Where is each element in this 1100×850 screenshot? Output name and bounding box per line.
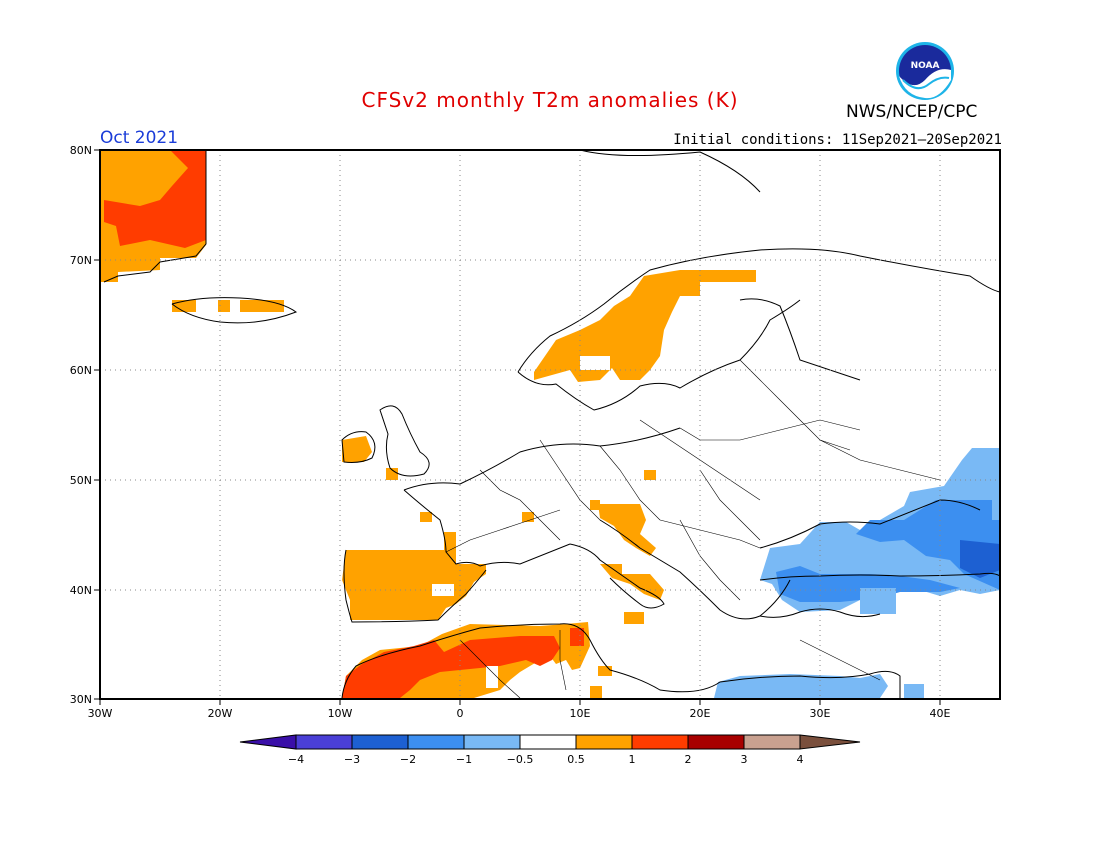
legend-swatch — [407, 734, 465, 750]
legend-swatch — [575, 734, 633, 750]
legend-label: −3 — [344, 753, 360, 766]
logo-text: NOAA — [911, 61, 940, 71]
lat-tick-label: 70N — [70, 254, 92, 267]
legend-label: 3 — [741, 753, 748, 766]
legend-swatch — [631, 734, 689, 750]
noaa-logo-icon: NOAA — [896, 42, 954, 100]
greenland-hot-area — [104, 150, 206, 248]
legend-label: 1 — [629, 753, 636, 766]
graticule — [100, 150, 1000, 699]
agency-label: NWS/NCEP/CPC — [846, 102, 978, 122]
ireland-warm-area — [342, 436, 372, 462]
lat-tick-label: 40N — [70, 584, 92, 597]
lat-tick-label: 50N — [70, 474, 92, 487]
map-background — [100, 150, 1000, 699]
legend-label: −1 — [456, 753, 472, 766]
forecast-period: Oct 2021 — [100, 128, 179, 148]
legend-label: −4 — [288, 753, 304, 766]
east-coldest-area — [960, 540, 1000, 578]
legend-swatch — [799, 734, 861, 750]
lon-tick-label: 30W — [88, 707, 113, 720]
lon-tick-label: 20E — [690, 707, 711, 720]
legend-swatch — [295, 734, 353, 750]
legend-label: 0.5 — [567, 753, 585, 766]
scandinavia-warm-area — [534, 270, 756, 382]
legend-label: 2 — [685, 753, 692, 766]
lat-tick-label: 60N — [70, 364, 92, 377]
east-med-cold-area — [714, 674, 888, 698]
lon-tick-label: 40E — [930, 707, 951, 720]
lat-tick-label: 80N — [70, 144, 92, 157]
legend-swatch — [687, 734, 745, 750]
lon-tick-label: 20W — [208, 707, 233, 720]
map-title: CFSv2 monthly T2m anomalies (K) — [361, 88, 739, 112]
map-frame — [99, 149, 1001, 700]
tick-marks — [94, 149, 941, 705]
iceland-warm-area — [172, 300, 284, 312]
legend-swatch — [351, 734, 409, 750]
legend-label: 4 — [797, 753, 804, 766]
lat-tick-label: 30N — [70, 693, 92, 706]
legend-swatch — [239, 734, 297, 750]
alps-warm-area — [598, 504, 656, 556]
lon-tick-label: 10W — [328, 707, 353, 720]
lon-tick-label: 10E — [570, 707, 591, 720]
legend-label: −0.5 — [507, 753, 534, 766]
lon-tick-label: 30E — [810, 707, 831, 720]
legend-swatch — [519, 734, 577, 750]
legend-label: −2 — [400, 753, 416, 766]
legend-swatch — [463, 734, 521, 750]
color-legend — [239, 734, 861, 750]
legend-swatch — [743, 734, 801, 750]
lon-tick-label: 0 — [457, 707, 464, 720]
iberia-warm-area — [342, 532, 486, 620]
initial-conditions: Initial conditions: 11Sep2021—20Sep2021 — [673, 132, 1002, 148]
